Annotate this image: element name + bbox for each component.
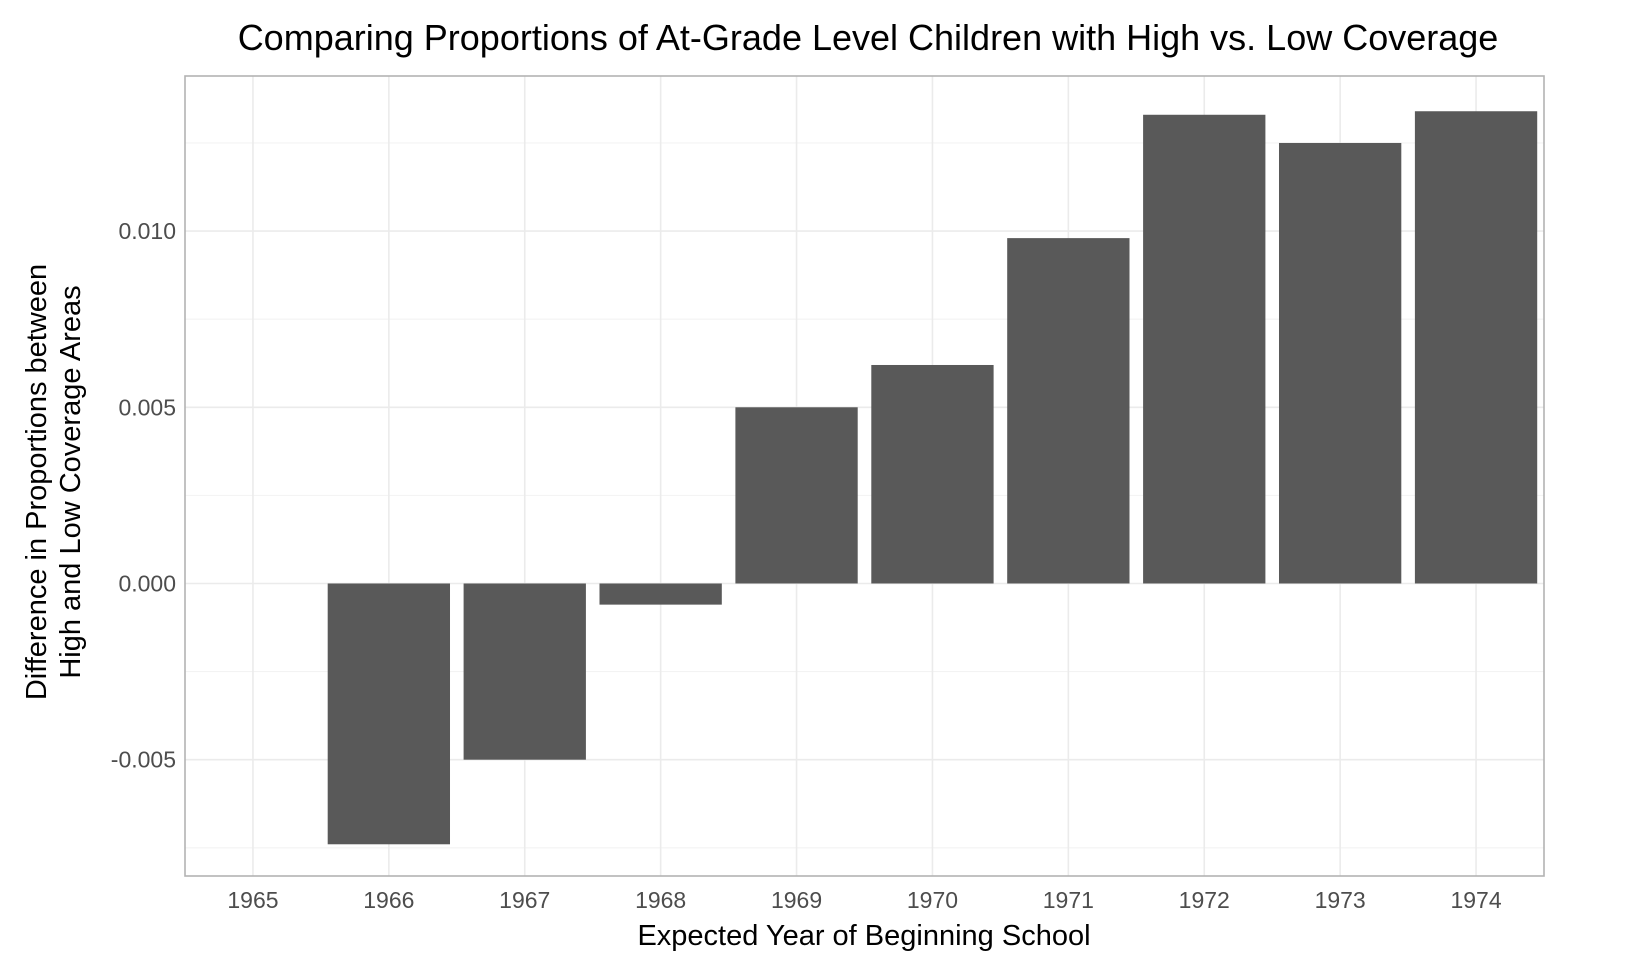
x-tick-label: 1972 <box>1179 887 1230 913</box>
bars <box>327 111 1538 845</box>
bar-1973 <box>1278 142 1402 584</box>
bar-1968 <box>599 583 722 605</box>
chart-title: Comparing Proportions of At-Grade Level … <box>238 17 1499 58</box>
bar-1967 <box>463 583 586 760</box>
x-tick-label: 1970 <box>907 887 958 913</box>
x-tick-label: 1969 <box>771 887 822 913</box>
x-tick-label: 1974 <box>1450 887 1501 913</box>
x-tick-label: 1973 <box>1315 887 1366 913</box>
bar-1974 <box>1414 111 1538 584</box>
x-axis-ticks: 1965 1966 1967 1968 1969 1970 1971 1972 1973 1974 <box>227 887 1501 913</box>
x-tick-label: 1968 <box>635 887 686 913</box>
x-tick-label: 1965 <box>227 887 278 913</box>
bar-1972 <box>1143 114 1266 584</box>
y-tick-label: -0.005 <box>111 747 176 773</box>
x-tick-label: 1971 <box>1043 887 1094 913</box>
y-axis-title: Difference in Proportions between High a… <box>21 264 87 700</box>
bar-1966 <box>327 583 451 845</box>
bar-1969 <box>735 407 858 584</box>
bar-1970 <box>871 364 994 584</box>
y-tick-label: 0.010 <box>118 218 176 244</box>
y-tick-label: 0.005 <box>118 394 176 420</box>
bar-1971 <box>1007 238 1130 584</box>
x-tick-label: 1967 <box>499 887 550 913</box>
panel-border <box>184 75 1545 877</box>
x-tick-label: 1966 <box>363 887 414 913</box>
y-axis-title-line-1: Difference in Proportions between <box>21 264 53 700</box>
y-axis-title-line-2: High and Low Coverage Areas <box>55 285 87 678</box>
x-axis-title: Expected Year of Beginning School <box>637 920 1090 952</box>
y-axis-ticks: -0.005 0.000 0.005 0.010 <box>111 218 176 773</box>
y-tick-label: 0.000 <box>118 570 176 596</box>
